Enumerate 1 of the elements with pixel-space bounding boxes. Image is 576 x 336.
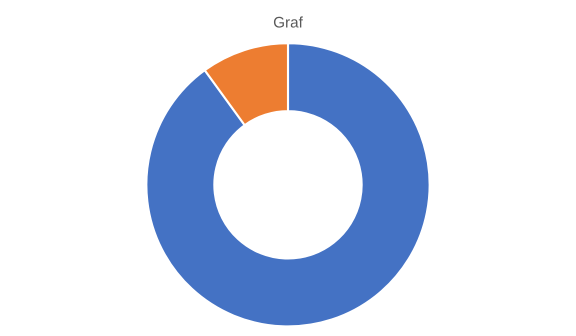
chart-title: Graf xyxy=(274,16,303,28)
